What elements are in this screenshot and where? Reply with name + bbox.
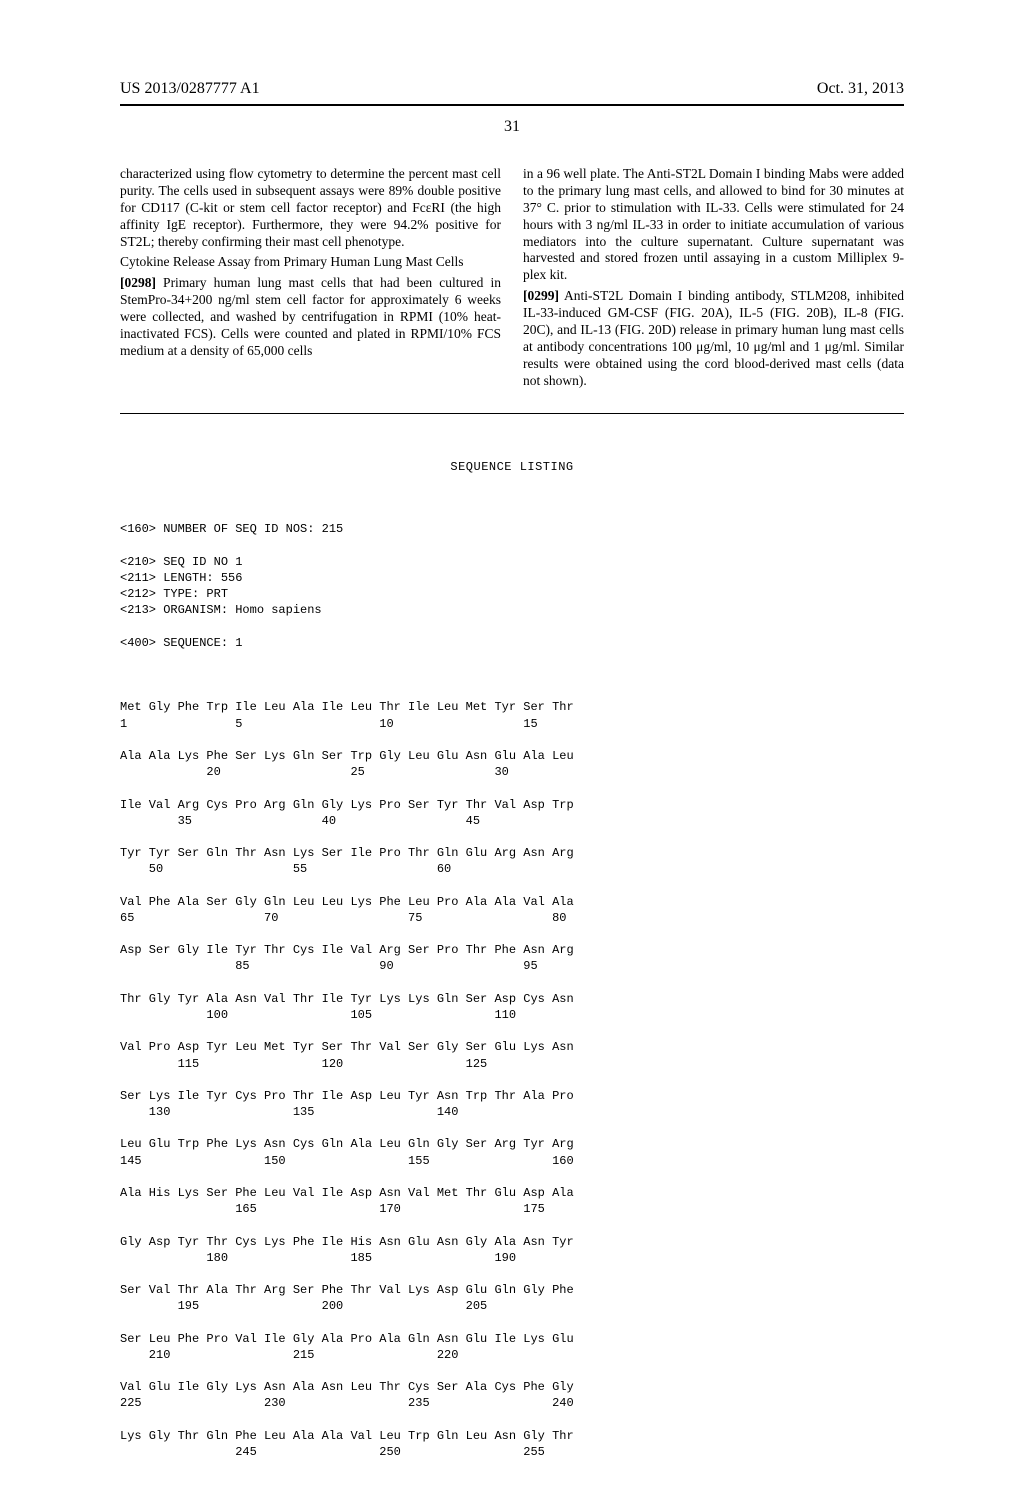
sequence-spacer [120,1023,904,1039]
sequence-spacer [120,975,904,991]
page: US 2013/0287777 A1 Oct. 31, 2013 31 char… [0,0,1024,1320]
sequence-num-row: 130 135 140 [120,1104,904,1120]
para-num-0299: [0299] [523,288,559,303]
col1-para2: [0298] Primary human lung mast cells tha… [120,275,501,359]
page-number: 31 [120,118,904,136]
sequence-num-row: 145 150 155 160 [120,1153,904,1169]
sequence-num-row: 245 250 255 [120,1444,904,1460]
sequence-num-row: 195 200 205 [120,1298,904,1314]
sequence-num-row: 100 105 110 [120,1007,904,1023]
col1-subhead: Cytokine Release Assay from Primary Huma… [120,254,501,271]
sequence-spacer [120,780,904,796]
header-left: US 2013/0287777 A1 [120,80,260,98]
col2-para2: [0299] Anti-ST2L Domain I binding antibo… [523,288,904,389]
sequence-aa-row: Leu Glu Trp Phe Lys Asn Cys Gln Ala Leu … [120,1136,904,1152]
sequence-meta-line: <160> NUMBER OF SEQ ID NOS: 215 [120,521,904,537]
col2-para1: in a 96 well plate. The Anti-ST2L Domain… [523,166,904,284]
col1-para2-text: Primary human lung mast cells that had b… [120,275,501,358]
sequence-aa-row: Ile Val Arg Cys Pro Arg Gln Gly Lys Pro … [120,797,904,813]
sequence-spacer [120,1169,904,1185]
sequence-spacer [120,1120,904,1136]
sequence-spacer [120,877,904,893]
sequence-meta-line: <213> ORGANISM: Homo sapiens [120,602,904,618]
sequence-num-row: 85 90 95 [120,958,904,974]
sequence-aa-row: Met Gly Phe Trp Ile Leu Ala Ile Leu Thr … [120,699,904,715]
sequence-spacer [120,926,904,942]
sequence-spacer [120,1217,904,1233]
sequence-aa-row: Tyr Tyr Ser Gln Thr Asn Lys Ser Ile Pro … [120,845,904,861]
sequence-num-row: 165 170 175 [120,1201,904,1217]
sequence-meta-line: <210> SEQ ID NO 1 [120,554,904,570]
col1-para1: characterized using flow cytometry to de… [120,166,501,250]
sequence-meta-line: <400> SEQUENCE: 1 [120,635,904,651]
sequence-meta-line: <212> TYPE: PRT [120,586,904,602]
body-columns: characterized using flow cytometry to de… [120,166,904,389]
sequence-aa-row: Val Phe Ala Ser Gly Gln Leu Leu Lys Phe … [120,894,904,910]
sequence-spacer [120,1266,904,1282]
sequence-meta-line [120,651,904,667]
sequence-spacer [120,1072,904,1088]
sequence-meta: <160> NUMBER OF SEQ ID NOS: 215 <210> SE… [120,521,904,667]
header-rule [120,104,904,106]
sequence-aa-row: Ala Ala Lys Phe Ser Lys Gln Ser Trp Gly … [120,748,904,764]
sequence-num-row: 65 70 75 80 [120,910,904,926]
sequence-num-row: 210 215 220 [120,1347,904,1363]
sequence-title: SEQUENCE LISTING [120,459,904,475]
sequence-num-row: 225 230 235 240 [120,1395,904,1411]
sequence-aa-row: Asp Ser Gly Ile Tyr Thr Cys Ile Val Arg … [120,942,904,958]
sequence-meta-line [120,538,904,554]
col2-para2-text: Anti-ST2L Domain I binding antibody, STL… [523,288,904,387]
sequence-num-row: 35 40 45 [120,813,904,829]
sequence-aa-row: Ala His Lys Ser Phe Leu Val Ile Asp Asn … [120,1185,904,1201]
sequence-meta-line [120,618,904,634]
sequence-num-row: 20 25 30 [120,764,904,780]
sequence-aa-row: Val Glu Ile Gly Lys Asn Ala Asn Leu Thr … [120,1379,904,1395]
sequence-spacer [120,1412,904,1428]
sequence-aa-row: Ser Lys Ile Tyr Cys Pro Thr Ile Asp Leu … [120,1088,904,1104]
sequence-listing: SEQUENCE LISTING <160> NUMBER OF SEQ ID … [120,413,904,1508]
sequence-meta-line: <211> LENGTH: 556 [120,570,904,586]
sequence-aa-row: Val Pro Asp Tyr Leu Met Tyr Ser Thr Val … [120,1039,904,1055]
sequence-num-row: 50 55 60 [120,861,904,877]
sequence-aa-row: Ser Val Thr Ala Thr Arg Ser Phe Thr Val … [120,1282,904,1298]
header-right: Oct. 31, 2013 [817,80,904,98]
sequence-spacer [120,1460,904,1476]
sequence-aa-row: Gly Asp Tyr Thr Cys Lys Phe Ile His Asn … [120,1234,904,1250]
sequence-num-row: 180 185 190 [120,1250,904,1266]
sequence-aa-row: Lys Gly Thr Gln Phe Leu Ala Ala Val Leu … [120,1428,904,1444]
sequence-spacer [120,1315,904,1331]
sequence-spacer [120,829,904,845]
sequence-aa-row: Thr Gly Tyr Ala Asn Val Thr Ile Tyr Lys … [120,991,904,1007]
sequence-num-row: 115 120 125 [120,1056,904,1072]
sequence-num-row: 1 5 10 15 [120,716,904,732]
para-num-0298: [0298] [120,275,156,290]
sequence-spacer [120,1363,904,1379]
page-header: US 2013/0287777 A1 Oct. 31, 2013 [120,80,904,98]
sequence-spacer [120,732,904,748]
sequence-rows: Met Gly Phe Trp Ile Leu Ala Ile Leu Thr … [120,699,904,1476]
sequence-aa-row: Ser Leu Phe Pro Val Ile Gly Ala Pro Ala … [120,1331,904,1347]
